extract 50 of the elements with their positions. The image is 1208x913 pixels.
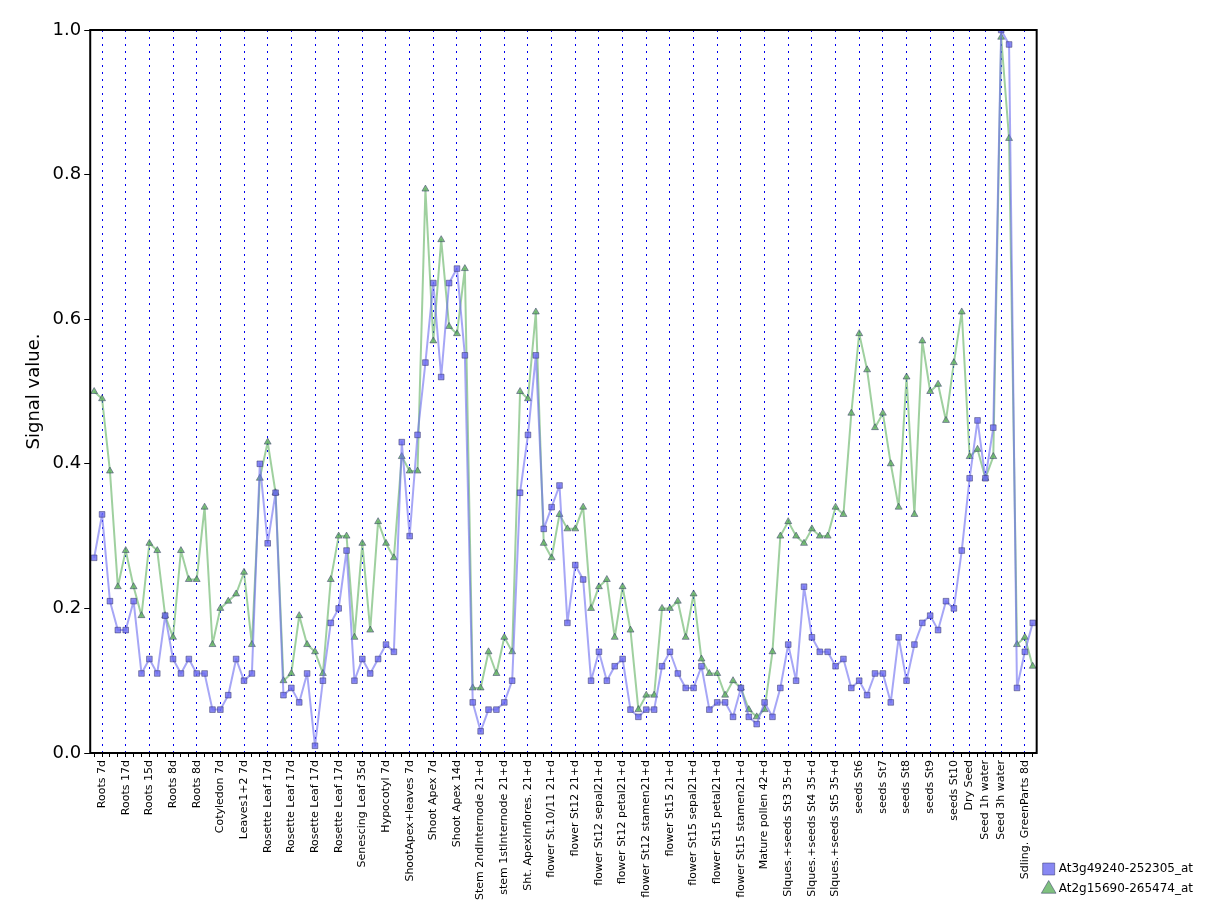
x-tick-label: Roots 8d (165, 760, 179, 809)
x-tick-label: Hypocotyl 7d (378, 760, 392, 833)
x-tick-label: Dry Seed (962, 760, 976, 811)
x-tick-label: Roots 7d (94, 760, 108, 809)
y-tick-label: 0.6 (52, 306, 82, 328)
x-tick-label: Mature pollen 42+d (757, 760, 771, 870)
x-tick-label: stem 1stInternode 21+d (497, 760, 511, 895)
x-tick-label: Cotyledon 7d (213, 760, 227, 834)
x-tick-label: seeds St10 (946, 760, 960, 821)
x-tick-label: seeds St7 (875, 760, 889, 814)
x-tick-label: Roots 17d (118, 760, 132, 816)
x-tick-label: Sht. ApexInflores. 21+d (520, 760, 534, 891)
x-tick-label: Roots 8d (189, 760, 203, 809)
legend-label: At3g49240-252305_at (1058, 861, 1194, 876)
x-tick-label: flower St15 sepal21+d (686, 760, 700, 886)
x-tick-label: Slques.+seeds St4 35+d (804, 760, 818, 897)
y-tick-label: 0.4 (52, 451, 82, 473)
x-tick-label: Shoot Apex 7d (426, 760, 440, 841)
legend-label: At2g15690-265474_at (1058, 881, 1194, 896)
x-tick-label: seeds St9 (923, 760, 937, 814)
x-tick-label: flower St15 petal21+d (710, 760, 724, 885)
y-tick-label: 0.0 (52, 740, 82, 762)
y-tick-label: 0.2 (52, 596, 82, 618)
x-tick-label: seeds St8 (899, 760, 913, 814)
x-tick-label: flower St12 petal21+d (615, 760, 629, 885)
x-tick-label: flower St15 21+d (662, 760, 676, 857)
x-tick-label: Rosette Leaf 17d (284, 760, 298, 854)
x-tick-label: Leaves1+2 7d (236, 760, 250, 840)
y-tick-label: 1.0 (52, 17, 82, 39)
x-tick-label: Rosette Leaf 17d (260, 760, 274, 854)
x-tick-label: Senescing Leaf 35d (355, 760, 369, 868)
y-tick-label: 0.8 (52, 162, 82, 184)
x-tick-label: flower St.10/11 21+d (544, 760, 558, 878)
x-tick-label: flower St12 21+d (568, 760, 582, 857)
x-tick-label: flower St12 stamen21+d (639, 760, 653, 898)
x-tick-label: ShootApex+leaves 7d (402, 760, 416, 882)
y-axis-title: Signal value. (22, 333, 44, 450)
x-tick-label: Seed 1h water (978, 759, 992, 840)
x-tick-label: Roots 15d (142, 760, 156, 816)
x-tick-label: Shoot Apex 14d (449, 760, 463, 848)
x-tick-label: Stem 2ndInternode 21+d (473, 760, 487, 900)
x-tick-label: Slques.+seeds St3 35+d (781, 760, 795, 897)
x-tick-label: Rosette Leaf 17d (331, 760, 345, 854)
x-tick-label: Slques.+seeds St5 35+d (828, 760, 842, 897)
x-tick-label: Rosette Leaf 17d (307, 760, 321, 854)
x-tick-label: flower St15 stamen21+d (733, 760, 747, 898)
x-tick-label: flower St12 sepal21+d (591, 760, 605, 886)
x-tick-label: Seed 3h water (994, 759, 1008, 840)
x-tick-label: seeds St6 (852, 760, 866, 814)
x-tick-label: Sdling. GreenParts 8d (1017, 760, 1031, 880)
